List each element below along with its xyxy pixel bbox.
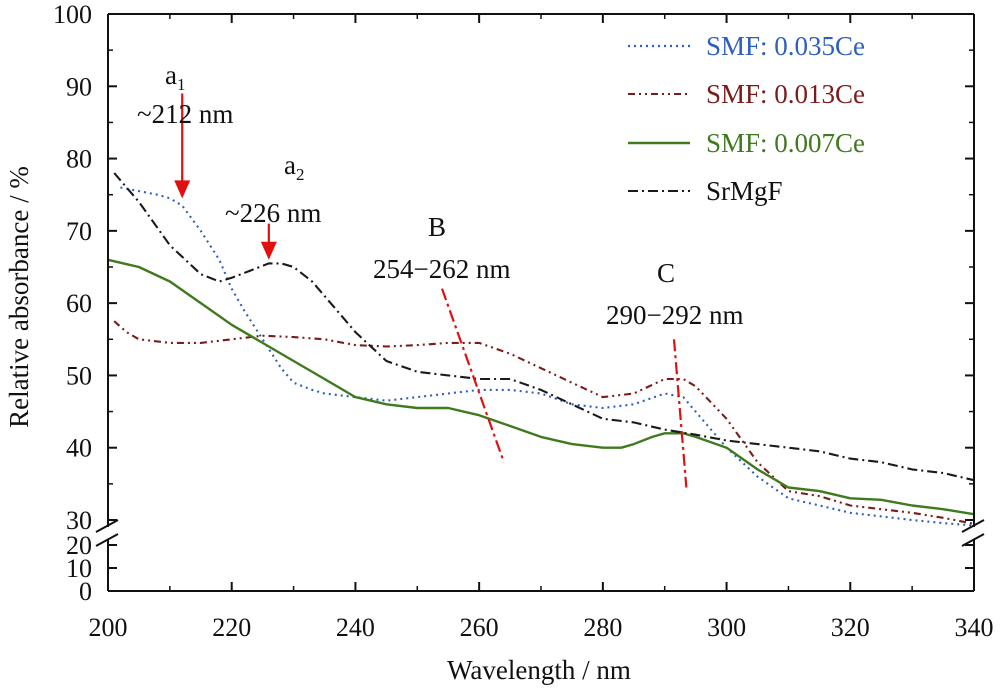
x-tick-label-260: 260 [460, 613, 499, 642]
series-layer [107, 172, 975, 527]
annotation-a1-letter: a [165, 60, 177, 90]
annotation-a1-arrow-head [174, 180, 191, 199]
y-tick-label-10: 10 [66, 554, 92, 583]
x-axis-title: Wavelength / nm [447, 655, 631, 685]
legend-item-0035ce: SMF: 0.035Ce [628, 31, 865, 61]
x-tick-label-320: 320 [831, 613, 870, 642]
annotation-a2-letter: a [284, 150, 296, 180]
x-tick-label-240: 240 [336, 613, 375, 642]
x-tick-label-280: 280 [583, 613, 622, 642]
legend-label-0035ce: SMF: 0.035Ce [706, 31, 865, 61]
y-tick-label-40: 40 [66, 434, 92, 463]
legend-item-srmgf: SrMgF [628, 176, 783, 206]
y-tick-label-20: 20 [66, 531, 92, 560]
annotation-c-label: C [657, 258, 675, 288]
annotation-c-text: 290−292 nm [606, 300, 743, 330]
legend: SMF: 0.035Ce SMF: 0.013Ce SMF: 0.007Ce S… [628, 31, 865, 206]
y-tick-label-30: 30 [66, 506, 92, 535]
x-tick-label-340: 340 [955, 613, 994, 642]
legend-label-srmgf: SrMgF [706, 176, 783, 206]
annotation-b-label: B [428, 212, 446, 242]
series-0035ce [120, 186, 975, 527]
annotation-a2-label: a2 [284, 150, 304, 184]
legend-item-0007ce: SMF: 0.007Ce [628, 128, 865, 158]
annotation-a1-text: ~212 nm [137, 99, 233, 129]
series-0035ce-line [120, 186, 975, 527]
y-tick-label-100: 100 [53, 0, 92, 29]
y-tick-label-0: 0 [79, 577, 92, 606]
series-0007ce-line [107, 258, 975, 516]
annotation-text: a1 ~212 nm a2 ~226 nm B 254−262 nm C 290… [137, 60, 743, 330]
annotation-layer [174, 93, 688, 488]
series-0013ce-line [113, 320, 975, 525]
y-tick-label-80: 80 [66, 145, 92, 174]
y-tick-label-90: 90 [66, 72, 92, 101]
legend-item-0013ce: SMF: 0.013Ce [628, 79, 865, 109]
y-axis-break-mark [95, 519, 119, 547]
y-axis-title: Relative absorbance / % [4, 166, 34, 428]
x-tick-label-220: 220 [212, 613, 251, 642]
annotation-c-marker-line [672, 339, 688, 488]
series-0013ce [113, 320, 975, 525]
annotation-b-text: 254−262 nm [373, 254, 510, 284]
y-tick-label-60: 60 [66, 289, 92, 318]
annotation-a2-arrow-head [260, 241, 277, 260]
series-0007ce [107, 258, 975, 516]
annotation-a2-text: ~226 nm [225, 198, 321, 228]
y-tick-label-50: 50 [66, 361, 92, 390]
x-tick-label-200: 200 [89, 613, 128, 642]
x-tick-label-300: 300 [707, 613, 746, 642]
annotation-b-marker-line [440, 288, 505, 463]
annotation-a1-subscript: 1 [177, 75, 186, 94]
legend-label-0013ce: SMF: 0.013Ce [706, 79, 865, 109]
annotation-a2-subscript: 2 [296, 165, 305, 184]
annotation-a1-label: a1 [165, 60, 185, 94]
legend-label-0007ce: SMF: 0.007Ce [706, 128, 865, 158]
y-tick-label-70: 70 [66, 217, 92, 246]
